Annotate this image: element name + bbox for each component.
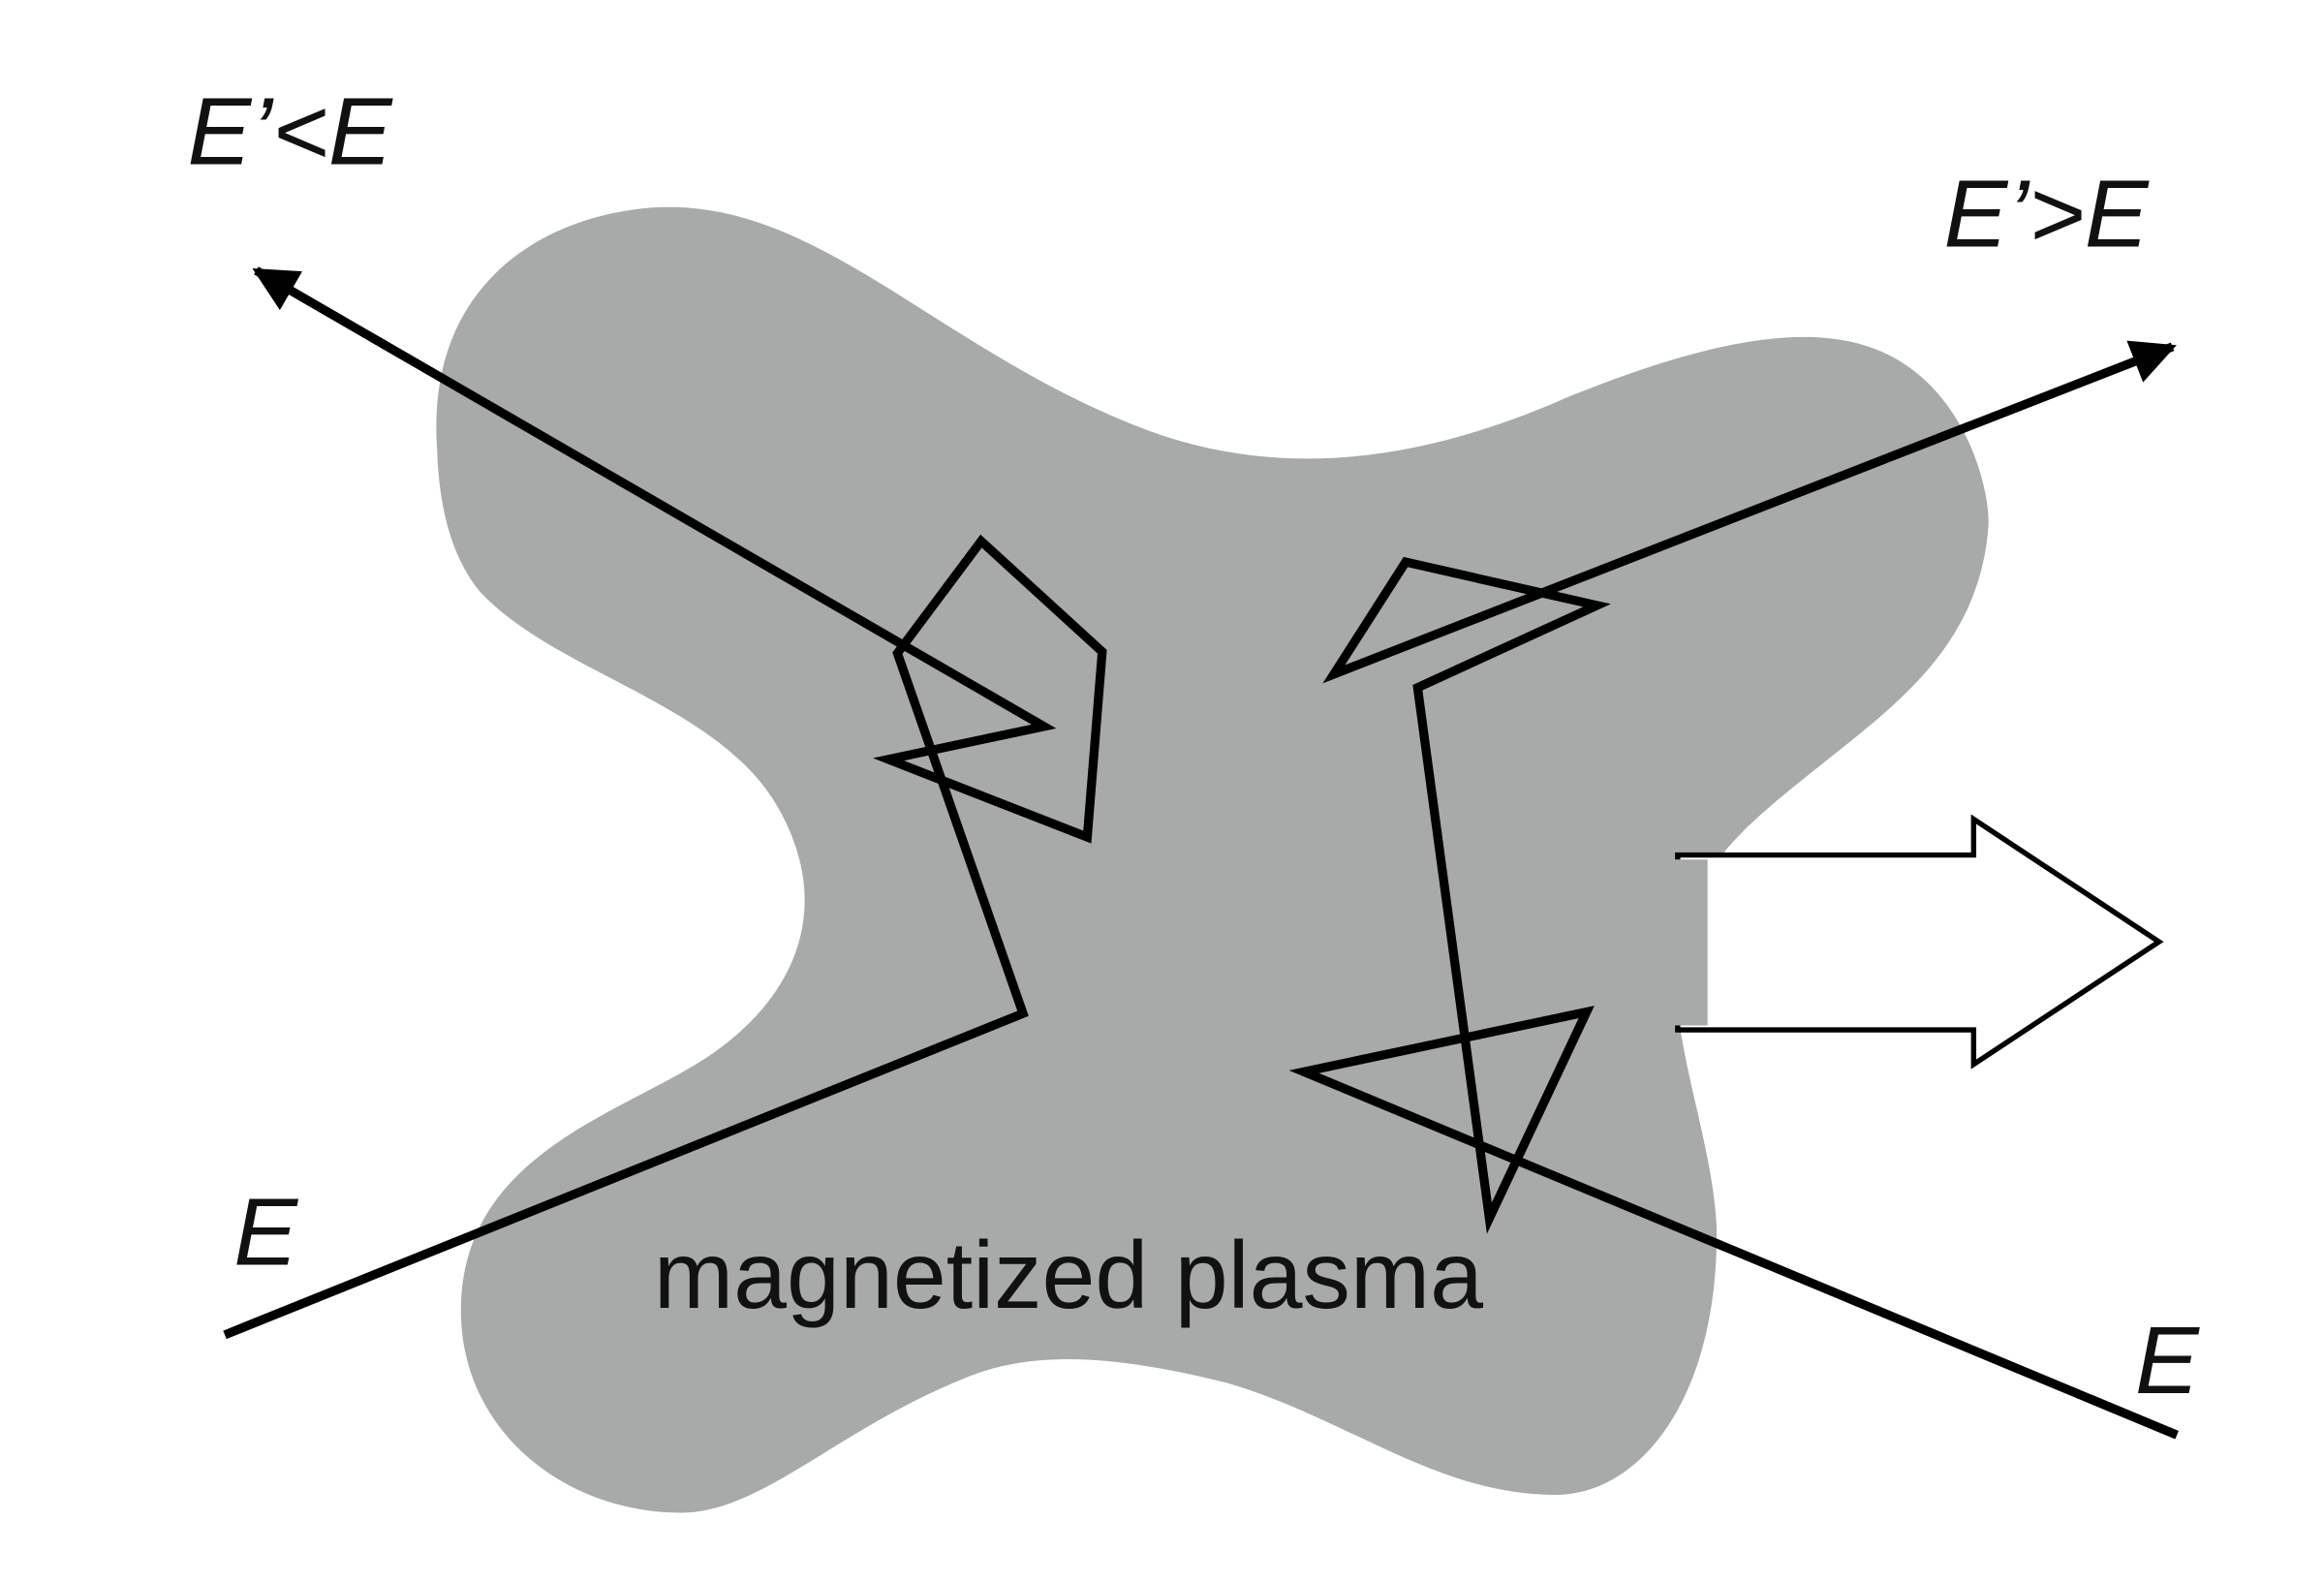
trajectory-energy-loss xyxy=(223,266,1107,1340)
label-medium: magnetized plasma xyxy=(654,1222,1483,1328)
trajectory-energy-gain xyxy=(1288,340,2179,1440)
label-incoming-left: E xyxy=(233,1178,298,1285)
arrow-shaft-blend xyxy=(1659,859,1708,1026)
plasma-cloud xyxy=(436,206,1989,1513)
label-outgoing-left: E’<E xyxy=(187,78,392,185)
label-outgoing-right: E’>E xyxy=(1943,161,2149,267)
label-incoming-right: E xyxy=(2135,1307,2200,1413)
bulk-flow-arrow xyxy=(1675,814,2164,1070)
